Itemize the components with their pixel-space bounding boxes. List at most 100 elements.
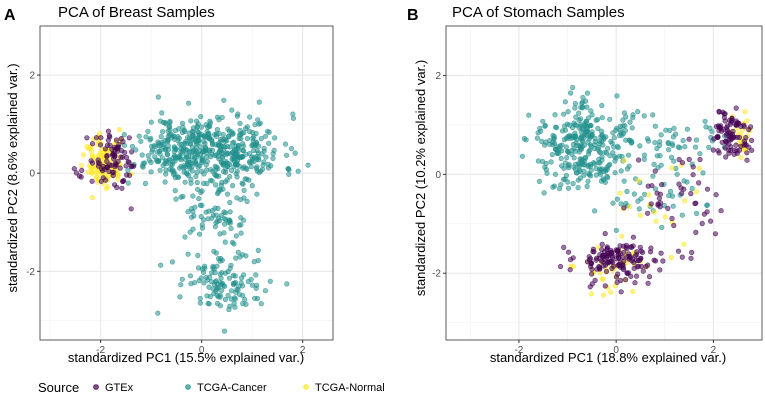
point-tcga-cancer	[241, 164, 247, 170]
point-tcga-cancer	[587, 122, 593, 128]
point-gtex	[557, 263, 564, 270]
point-tcga-cancer	[558, 155, 564, 162]
point-tcga-cancer	[191, 213, 197, 219]
point-tcga-cancer	[617, 127, 624, 133]
point-tcga-cancer	[594, 116, 601, 123]
point-gtex	[98, 135, 104, 141]
point-gtex	[113, 146, 120, 152]
point-tcga-cancer	[589, 129, 595, 135]
point-tcga-cancer	[183, 139, 189, 145]
point-tcga-cancer	[214, 127, 220, 133]
point-tcga-cancer	[175, 134, 181, 140]
point-tcga-cancer	[265, 128, 271, 134]
point-gtex	[697, 156, 703, 163]
point-tcga-cancer	[153, 143, 159, 149]
point-tcga-cancer	[670, 203, 676, 209]
point-tcga-cancer	[218, 212, 225, 218]
point-tcga-cancer	[163, 167, 169, 173]
point-tcga-cancer	[608, 138, 614, 145]
point-tcga-cancer	[179, 276, 185, 282]
point-tcga-cancer	[572, 100, 579, 107]
point-tcga-cancer	[168, 162, 174, 168]
point-tcga-cancer	[614, 196, 621, 202]
point-tcga-cancer	[217, 231, 223, 237]
point-tcga-cancer	[197, 295, 203, 302]
point-gtex	[93, 135, 99, 141]
panel-border-stomach	[445, 25, 763, 341]
point-tcga-cancer	[247, 114, 253, 120]
point-tcga-cancer	[671, 158, 677, 164]
point-tcga-cancer	[598, 134, 604, 140]
point-gtex	[660, 258, 666, 264]
point-tcga-cancer	[621, 110, 628, 116]
point-tcga-normal	[599, 276, 605, 282]
point-gtex	[590, 246, 597, 252]
point-gtex	[561, 244, 567, 250]
point-tcga-cancer	[569, 124, 576, 131]
point-tcga-cancer	[125, 180, 131, 186]
point-gtex	[599, 247, 605, 253]
point-tcga-cancer	[227, 174, 233, 180]
point-tcga-cancer	[601, 168, 607, 174]
point-tcga-cancer	[665, 147, 672, 153]
point-tcga-cancer	[215, 165, 221, 172]
point-tcga-normal	[570, 264, 577, 270]
point-tcga-cancer	[584, 104, 590, 110]
point-tcga-cancer	[202, 265, 208, 271]
point-tcga-normal	[696, 165, 702, 172]
point-tcga-cancer	[558, 163, 565, 169]
point-gtex	[104, 153, 110, 159]
point-tcga-cancer	[186, 130, 192, 136]
point-tcga-cancer	[284, 152, 290, 158]
point-tcga-cancer	[595, 125, 601, 132]
point-tcga-cancer	[247, 129, 253, 135]
point-tcga-cancer	[614, 93, 620, 99]
point-gtex	[726, 150, 732, 156]
point-tcga-normal	[630, 288, 636, 295]
point-gtex	[649, 183, 655, 189]
point-tcga-cancer	[177, 294, 183, 300]
point-tcga-cancer	[138, 138, 144, 144]
point-tcga-cancer	[227, 199, 233, 206]
point-tcga-cancer	[121, 132, 127, 138]
point-tcga-cancer	[596, 166, 603, 172]
point-tcga-cancer	[254, 156, 260, 162]
point-gtex	[744, 150, 750, 156]
point-tcga-cancer	[222, 296, 228, 303]
point-tcga-cancer	[270, 155, 276, 161]
point-tcga-cancer	[536, 178, 543, 184]
point-tcga-cancer	[292, 150, 298, 156]
point-tcga-cancer	[218, 138, 224, 144]
point-gtex	[744, 157, 750, 163]
point-tcga-cancer	[611, 144, 617, 150]
point-gtex	[105, 128, 111, 134]
panel-border-breast	[39, 25, 334, 341]
point-tcga-cancer	[194, 141, 200, 147]
point-tcga-cancer	[563, 144, 569, 150]
point-tcga-cancer	[615, 145, 621, 151]
point-tcga-cancer	[573, 114, 579, 120]
point-tcga-normal	[669, 165, 675, 171]
point-tcga-cancer	[187, 229, 193, 235]
point-gtex	[675, 248, 682, 254]
point-tcga-normal	[646, 192, 652, 198]
point-tcga-cancer	[175, 174, 181, 180]
legend-label-gtex: GTEx	[105, 382, 134, 394]
point-tcga-cancer	[611, 135, 617, 141]
point-tcga-cancer	[620, 123, 626, 129]
point-tcga-cancer	[239, 154, 245, 160]
point-tcga-cancer	[564, 155, 570, 161]
point-tcga-cancer	[540, 118, 546, 124]
point-gtex	[618, 289, 624, 295]
point-tcga-cancer	[182, 156, 188, 162]
point-gtex	[620, 243, 627, 249]
point-tcga-cancer	[189, 168, 195, 174]
point-tcga-cancer	[605, 145, 611, 151]
point-tcga-cancer	[229, 239, 235, 245]
point-tcga-cancer	[574, 170, 580, 176]
point-tcga-cancer	[179, 141, 185, 147]
point-tcga-cancer	[206, 123, 212, 129]
point-tcga-cancer	[569, 135, 575, 141]
point-tcga-cancer	[172, 188, 178, 194]
point-tcga-cancer	[155, 158, 162, 164]
